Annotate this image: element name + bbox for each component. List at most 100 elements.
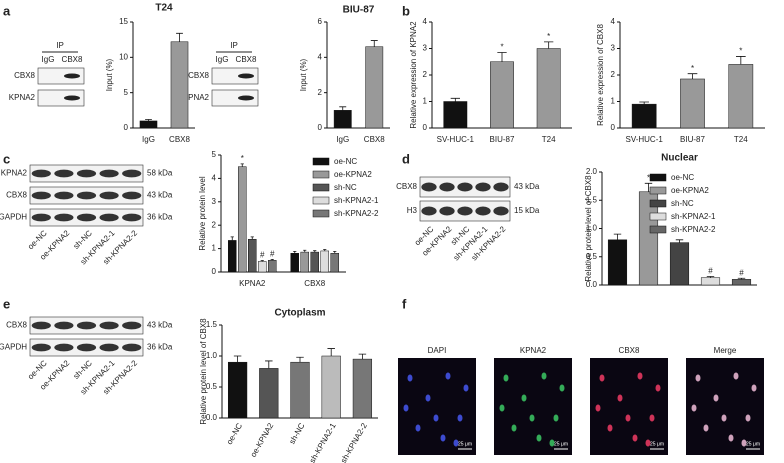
row-label: CBX8 (6, 321, 27, 330)
cell (649, 414, 655, 422)
scale-label: 25 μm (458, 441, 472, 447)
cell (655, 384, 661, 392)
x-tick-label: BIU-87 (680, 135, 705, 144)
blot-band (54, 191, 74, 200)
cell (553, 414, 559, 422)
legend-label: oe-NC (671, 173, 694, 182)
bar (490, 61, 514, 129)
micrograph (686, 358, 764, 455)
y-tick-label: 0.5 (586, 252, 598, 261)
y-axis-label: Relative expression of CBX8 (596, 24, 605, 126)
blot-band (421, 182, 437, 192)
y-axis-label: Relative protein level of CBX8 (199, 318, 208, 425)
size-label: 58 kDa (147, 169, 173, 178)
x-tick-label: oe-KPNA2 (249, 421, 276, 459)
bar (680, 78, 705, 129)
blot-strip (37, 89, 85, 107)
blot-band (54, 213, 74, 222)
cell (607, 424, 613, 432)
error-bar (370, 40, 378, 47)
ip-label: IP (230, 41, 238, 50)
bar (228, 240, 237, 273)
blot-band (99, 169, 119, 178)
blot-band (238, 73, 254, 79)
cell (457, 414, 463, 422)
panel-letter: b (402, 3, 410, 18)
cell (691, 404, 697, 412)
blot-band (31, 321, 51, 330)
error-bar (265, 360, 273, 369)
cell (536, 434, 542, 442)
x-tick-label: sh-KPNA2-1 (308, 421, 338, 463)
error-bar (176, 32, 183, 42)
legend-label: sh-KPNA2-1 (334, 196, 379, 205)
blot-band (457, 182, 473, 192)
blot-band (54, 321, 74, 330)
blot-band (475, 206, 491, 216)
error-bar (644, 182, 653, 192)
y-tick-label: 2 (212, 220, 217, 229)
y-tick-label: 3 (423, 44, 428, 53)
row-label: GAPDH (0, 213, 27, 222)
cell (499, 404, 505, 412)
blot-band (421, 206, 437, 216)
error-bar (323, 249, 327, 251)
micrograph (590, 358, 668, 455)
size-label: 43 kDa (147, 321, 173, 330)
x-tick-label: sh-NC (287, 421, 306, 445)
chart-title: Cytoplasm (274, 308, 325, 319)
x-tick-label: IgG (142, 135, 155, 144)
x-tick-label: CBX8 (169, 135, 190, 144)
error-bar (260, 260, 264, 262)
lane-label: CBX8 (62, 55, 83, 64)
x-tick-label: SV-HUC-1 (437, 135, 475, 144)
lane-label: CBX8 (236, 55, 257, 64)
cell (728, 434, 734, 442)
error-bar (313, 250, 317, 253)
cell (407, 374, 413, 382)
blot-band (99, 343, 119, 352)
legend-swatch (649, 225, 667, 234)
cell (617, 394, 623, 402)
lane-label: IgG (42, 55, 55, 64)
cell (713, 394, 719, 402)
significance-marker: * (241, 154, 244, 163)
error-bar (240, 163, 244, 167)
y-axis-label: Relative protein level of CBX8 (584, 175, 593, 282)
cell (559, 384, 565, 392)
error-bar (639, 101, 649, 105)
y-tick-label: 2 (318, 88, 323, 97)
cell (549, 439, 555, 447)
y-axis-label: Input (%) (299, 58, 308, 91)
bar (728, 64, 754, 129)
y-tick-label: 0.0 (586, 280, 598, 289)
significance-marker: * (547, 32, 550, 41)
cell (453, 439, 459, 447)
blot-strip (37, 67, 85, 85)
legend-label: oe-KPNA2 (334, 170, 372, 179)
size-label: 43 kDa (147, 191, 173, 200)
legend-swatch (312, 196, 330, 205)
y-tick-label: 0 (423, 123, 428, 132)
error-bar (358, 353, 367, 360)
legend-label: sh-NC (334, 183, 357, 192)
bar (330, 253, 339, 273)
cell (521, 394, 527, 402)
blot-band (54, 169, 74, 178)
y-tick-label: 1 (423, 97, 428, 106)
row-label: CBX8 (6, 191, 27, 200)
panel-letter: f (402, 296, 407, 311)
scale-label: 25 μm (746, 441, 760, 447)
x-tick-label: BIU-87 (490, 135, 515, 144)
chart-title: Nuclear (661, 153, 698, 164)
image-label: DAPI (428, 346, 447, 355)
bar (352, 358, 373, 419)
blot-band (493, 182, 509, 192)
cell (425, 394, 431, 402)
bar (258, 261, 267, 273)
blot-band (122, 343, 142, 352)
cell (599, 374, 605, 382)
bar (731, 279, 752, 286)
legend-label: sh-KPNA2-1 (671, 212, 716, 221)
cell (703, 424, 709, 432)
